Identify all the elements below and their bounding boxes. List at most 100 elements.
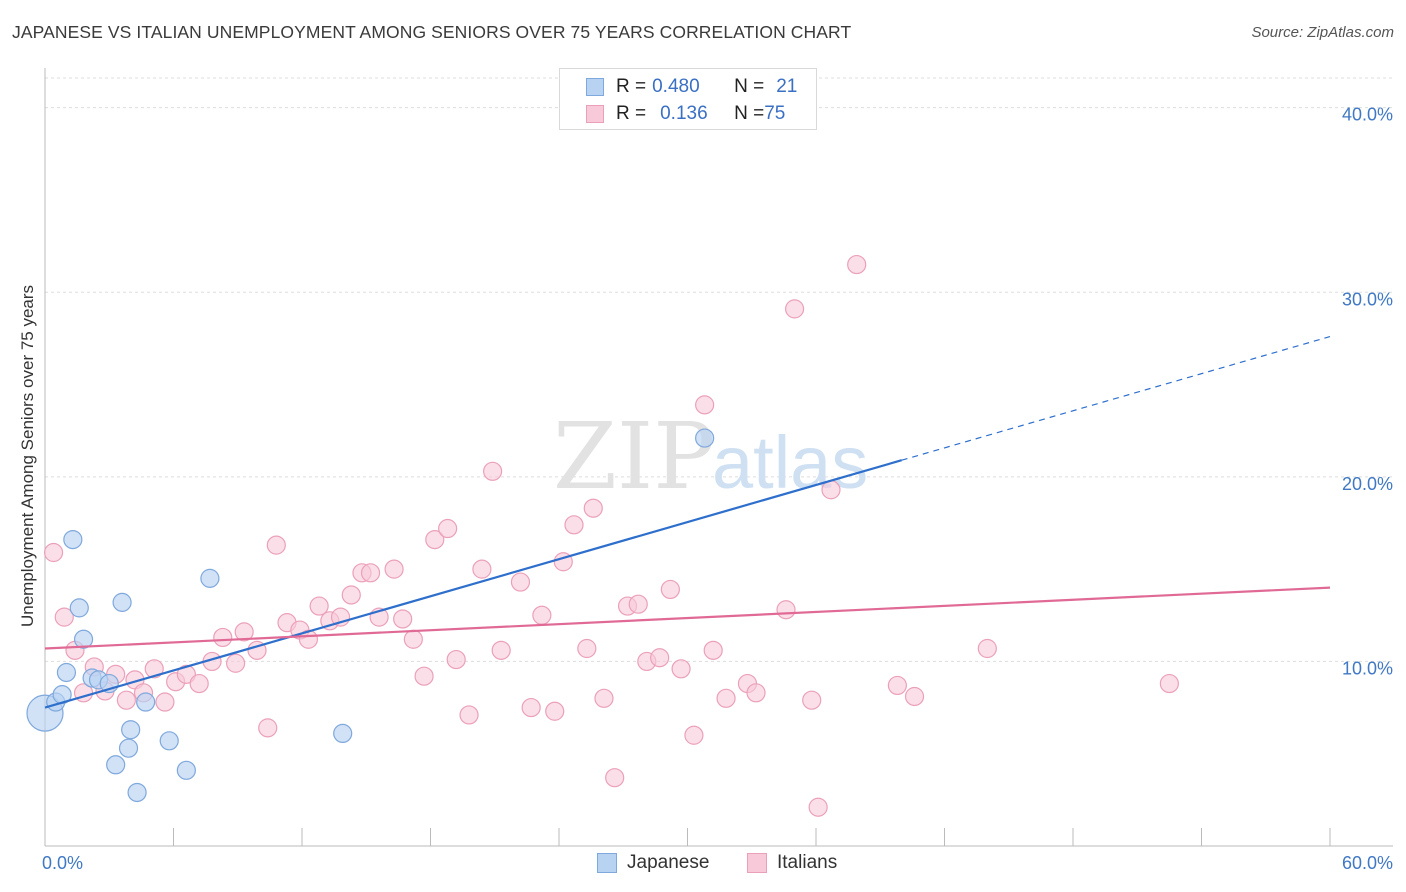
tick-labels: 10.0% 20.0% 30.0% 40.0% 0.0% 60.0% <box>42 105 1393 873</box>
legend-n-label: N = <box>734 76 765 97</box>
italian-point <box>847 254 867 275</box>
japanese-trend-line <box>44 459 902 709</box>
legend-n-label: N = <box>734 103 765 124</box>
italian-point <box>43 542 64 563</box>
japanese-point <box>73 629 94 649</box>
japanese-point <box>121 720 141 740</box>
italian-point <box>414 666 434 686</box>
italian-point <box>1159 673 1179 694</box>
chart-title: JAPANESE VS ITALIAN UNEMPLOYMENT AMONG S… <box>12 22 852 42</box>
italian-point <box>360 563 381 583</box>
italian-point <box>650 648 670 668</box>
watermark: ZIP atlas <box>553 403 868 510</box>
italian-point <box>116 690 136 710</box>
y-tick-label: 40.0% <box>1342 105 1393 125</box>
italian-point <box>189 673 209 694</box>
italian-point <box>887 675 907 696</box>
italian-point <box>483 461 503 481</box>
legend-n-value: 75 <box>764 103 786 124</box>
x-tick-label-max: 60.0% <box>1342 853 1393 873</box>
italian-point <box>384 559 404 579</box>
italian-point <box>545 701 565 721</box>
italian-point <box>234 622 254 642</box>
source-credit: Source: ZipAtlas.com <box>1251 24 1394 41</box>
italian-point <box>54 607 74 627</box>
y-tick-label: 30.0% <box>1342 289 1393 309</box>
trend-lines <box>44 335 1331 709</box>
italian-point <box>808 797 828 817</box>
japanese-point <box>200 568 220 588</box>
italian-point <box>258 718 278 738</box>
italian-trend-line <box>44 586 1331 650</box>
legend-row-japanese: R = 0.480 N = 21 <box>586 76 797 98</box>
italian-point <box>628 594 648 614</box>
y-tick-label: 20.0% <box>1342 474 1393 494</box>
italian-point <box>446 649 466 670</box>
italian-point <box>660 579 680 600</box>
japanese-points <box>26 428 715 803</box>
italian-point <box>746 683 766 703</box>
legend-r-value: 0.136 <box>660 103 708 124</box>
italian-point <box>226 653 246 673</box>
italian-point <box>776 600 796 620</box>
italian-point <box>438 518 458 539</box>
italian-point <box>605 768 625 788</box>
italian-point <box>594 688 614 708</box>
legend-r-label: R = <box>616 76 647 97</box>
italian-point <box>213 627 233 648</box>
japanese-point <box>106 755 126 775</box>
japanese-trend-extension <box>901 335 1331 461</box>
grid-layer <box>45 77 1393 662</box>
italian-point <box>583 498 603 518</box>
italian-point <box>716 688 736 708</box>
italian-point <box>784 299 805 319</box>
italian-point <box>341 585 361 605</box>
italian-point <box>403 629 423 649</box>
italian-point <box>904 686 925 707</box>
italian-point <box>703 640 723 660</box>
japanese-swatch <box>586 78 604 96</box>
japanese-point <box>56 662 77 683</box>
x-tick-label-min: 0.0% <box>42 853 83 873</box>
italian-point <box>977 638 997 659</box>
italian-point <box>472 559 492 579</box>
watermark-zip: ZIP <box>553 403 715 510</box>
legend-r-value: 0.480 <box>652 76 700 97</box>
japanese-point <box>118 738 139 758</box>
italian-swatch <box>586 105 604 123</box>
legend-row-italians: R = 0.136 N = 75 <box>586 103 785 125</box>
italian-point <box>393 609 413 629</box>
italian-point <box>155 692 175 712</box>
italian-point <box>144 659 164 679</box>
italian-legend-swatch <box>747 853 767 873</box>
italian-point <box>266 535 286 555</box>
japanese-point <box>159 731 179 751</box>
legend-r-label: R = <box>616 103 647 124</box>
italian-point <box>577 638 597 659</box>
japanese-point <box>136 692 156 712</box>
italian-point <box>425 529 445 550</box>
japanese-point <box>112 592 132 612</box>
y-tick-label: 10.0% <box>1342 658 1393 678</box>
japanese-legend-swatch <box>597 853 617 873</box>
italian-point <box>459 705 479 725</box>
japanese-point <box>69 598 89 618</box>
japanese-point <box>695 428 715 448</box>
japanese-point <box>333 723 353 744</box>
italian-point <box>491 640 511 660</box>
italian-legend-label: Italians <box>777 852 838 873</box>
japanese-point <box>176 760 196 780</box>
correlation-legend: R = 0.480 N = 21 R = 0.136 N = 75 <box>559 68 817 130</box>
y-axis-label: Unemployment Among Seniors over 75 years <box>18 285 37 627</box>
italian-point <box>532 605 552 625</box>
italian-point <box>510 572 531 592</box>
bottom-legend-italians: Italians <box>747 852 837 874</box>
italian-point <box>564 515 584 535</box>
italian-point <box>695 395 715 415</box>
japanese-point <box>127 782 147 803</box>
italian-point <box>521 697 541 718</box>
italian-point <box>684 725 704 745</box>
italian-point <box>802 690 822 710</box>
italian-point <box>309 596 329 616</box>
